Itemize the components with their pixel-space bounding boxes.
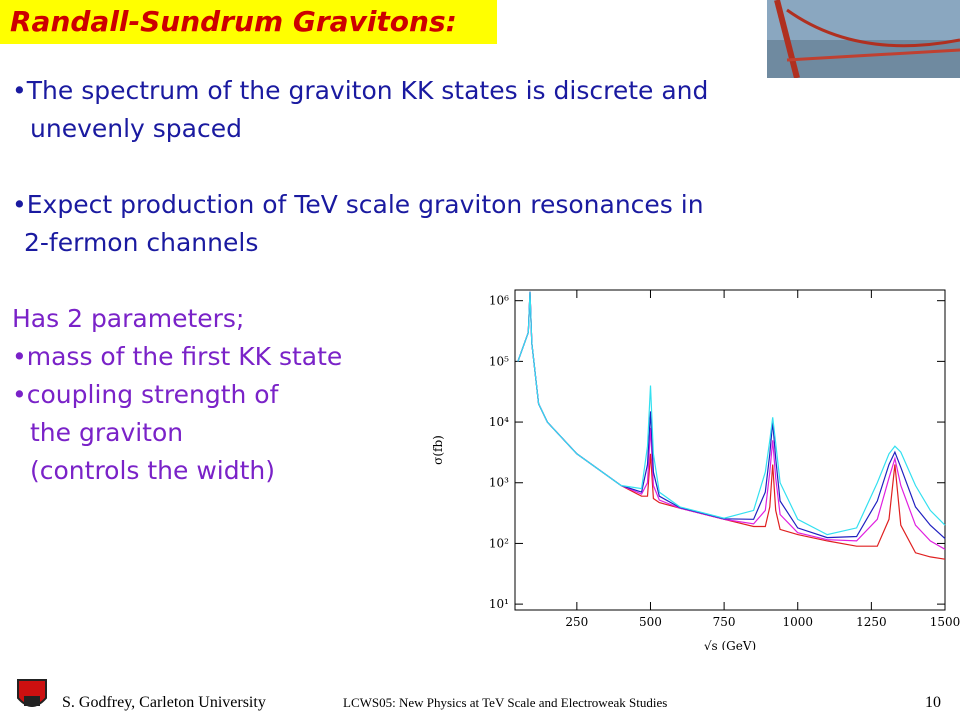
footer-author: S. Godfrey, Carleton University bbox=[62, 694, 266, 711]
bridge-image bbox=[767, 0, 960, 78]
footer-conference: LCWS05: New Physics at TeV Scale and Ele… bbox=[343, 695, 668, 710]
bullet-text: •Expect production of TeV scale graviton… bbox=[12, 190, 704, 219]
series-line bbox=[517, 291, 946, 550]
bullet-text: •mass of the first KK state bbox=[12, 342, 343, 371]
bullet-text: (controls the width) bbox=[30, 456, 276, 485]
chart: 10¹ 10² 10³ 10⁴ 10⁵ 10⁶ 250 500 750 1000 1250 1500 √… bbox=[431, 289, 960, 650]
x-tick-label: 1000 bbox=[782, 615, 813, 629]
y-tick-label: 10⁵ bbox=[489, 354, 509, 368]
y-axis-label: σ(fb) bbox=[431, 435, 445, 465]
y-tick-label: 10² bbox=[489, 536, 509, 550]
bullet-text: •coupling strength of bbox=[12, 380, 279, 409]
series-line bbox=[517, 291, 946, 540]
bullet-text: unevenly spaced bbox=[30, 114, 242, 143]
page-number: 10 bbox=[925, 694, 941, 711]
x-tick-label: 1500 bbox=[930, 615, 960, 629]
x-tick-label: 250 bbox=[565, 615, 588, 629]
x-tick-label: 750 bbox=[713, 615, 736, 629]
y-tick-label: 10⁴ bbox=[489, 415, 509, 429]
y-tick-label: 10³ bbox=[489, 476, 509, 490]
slide-title: Randall-Sundrum Gravitons: bbox=[0, 0, 497, 44]
bullet-text: •The spectrum of the graviton KK states … bbox=[12, 76, 709, 105]
plot-frame bbox=[514, 289, 946, 611]
x-tick-label: 1250 bbox=[856, 615, 887, 629]
x-axis-label: √s (GeV) bbox=[704, 639, 756, 650]
x-tick-label: 500 bbox=[639, 615, 662, 629]
bullet-text: 2-fermon channels bbox=[24, 228, 259, 257]
series-line bbox=[517, 291, 946, 536]
y-tick-label: 10⁶ bbox=[489, 294, 509, 308]
bullet-text: Has 2 parameters; bbox=[12, 304, 245, 333]
y-tick-label: 10¹ bbox=[489, 597, 509, 611]
bullet-text: the graviton bbox=[30, 418, 184, 447]
university-logo bbox=[17, 679, 47, 707]
